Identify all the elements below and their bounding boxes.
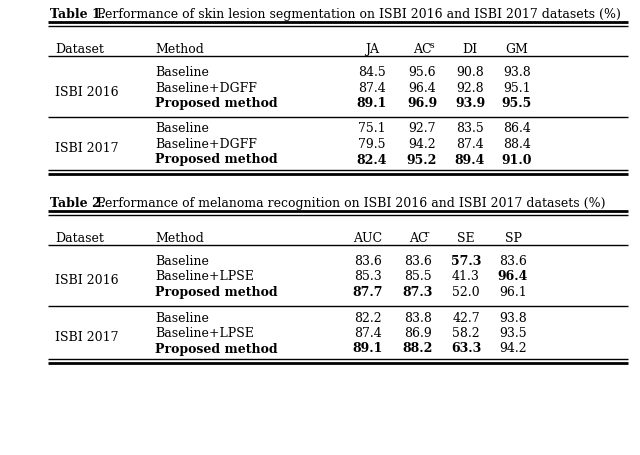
Text: 57.3: 57.3 bbox=[451, 254, 481, 268]
Text: 87.4: 87.4 bbox=[358, 81, 386, 94]
Text: Baseline: Baseline bbox=[155, 66, 209, 79]
Text: 52.0: 52.0 bbox=[452, 285, 480, 298]
Text: 96.4: 96.4 bbox=[498, 270, 528, 283]
Text: 88.2: 88.2 bbox=[403, 342, 433, 355]
Text: 90.8: 90.8 bbox=[456, 66, 484, 79]
Text: 83.6: 83.6 bbox=[499, 254, 527, 268]
Text: SP: SP bbox=[504, 232, 522, 244]
Text: Dataset: Dataset bbox=[55, 43, 104, 56]
Text: AC: AC bbox=[413, 43, 431, 56]
Text: 87.4: 87.4 bbox=[456, 138, 484, 151]
Text: 95.5: 95.5 bbox=[502, 97, 532, 110]
Text: 82.2: 82.2 bbox=[354, 311, 382, 324]
Text: 94.2: 94.2 bbox=[408, 138, 436, 151]
Text: AUC: AUC bbox=[353, 232, 383, 244]
Text: 83.5: 83.5 bbox=[456, 122, 484, 135]
Text: 95.6: 95.6 bbox=[408, 66, 436, 79]
Text: ISBI 2017: ISBI 2017 bbox=[55, 330, 118, 343]
Text: s: s bbox=[429, 41, 434, 50]
Text: 85.3: 85.3 bbox=[354, 270, 382, 283]
Text: Baseline: Baseline bbox=[155, 122, 209, 135]
Text: AC: AC bbox=[409, 232, 428, 244]
Text: Proposed method: Proposed method bbox=[155, 153, 278, 166]
Text: 87.3: 87.3 bbox=[403, 285, 433, 298]
Text: 63.3: 63.3 bbox=[451, 342, 481, 355]
Text: 88.4: 88.4 bbox=[503, 138, 531, 151]
Text: 95.1: 95.1 bbox=[503, 81, 531, 94]
Text: Table 1.: Table 1. bbox=[50, 8, 105, 21]
Text: r: r bbox=[425, 229, 429, 238]
Text: Performance of melanoma recognition on ISBI 2016 and ISBI 2017 datasets (%): Performance of melanoma recognition on I… bbox=[93, 197, 605, 210]
Text: ISBI 2016: ISBI 2016 bbox=[55, 274, 118, 287]
Text: Baseline+DGFF: Baseline+DGFF bbox=[155, 138, 257, 151]
Text: 85.5: 85.5 bbox=[404, 270, 432, 283]
Text: 89.1: 89.1 bbox=[357, 97, 387, 110]
Text: 83.6: 83.6 bbox=[404, 254, 432, 268]
Text: Baseline+LPSE: Baseline+LPSE bbox=[155, 270, 254, 283]
Text: 41.3: 41.3 bbox=[452, 270, 480, 283]
Text: 86.9: 86.9 bbox=[404, 326, 432, 339]
Text: Proposed method: Proposed method bbox=[155, 285, 278, 298]
Text: Table 2.: Table 2. bbox=[50, 197, 105, 210]
Text: 93.8: 93.8 bbox=[499, 311, 527, 324]
Text: 96.1: 96.1 bbox=[499, 285, 527, 298]
Text: 89.1: 89.1 bbox=[353, 342, 383, 355]
Text: 82.4: 82.4 bbox=[356, 153, 387, 166]
Text: 95.2: 95.2 bbox=[407, 153, 437, 166]
Text: Proposed method: Proposed method bbox=[155, 97, 278, 110]
Text: JA: JA bbox=[365, 43, 379, 56]
Text: Proposed method: Proposed method bbox=[155, 342, 278, 355]
Text: 93.9: 93.9 bbox=[455, 97, 485, 110]
Text: 42.7: 42.7 bbox=[452, 311, 480, 324]
Text: 93.5: 93.5 bbox=[499, 326, 527, 339]
Text: Method: Method bbox=[155, 43, 204, 56]
Text: Dataset: Dataset bbox=[55, 232, 104, 244]
Text: 96.4: 96.4 bbox=[408, 81, 436, 94]
Text: DI: DI bbox=[463, 43, 477, 56]
Text: 87.7: 87.7 bbox=[353, 285, 383, 298]
Text: Method: Method bbox=[155, 232, 204, 244]
Text: 79.5: 79.5 bbox=[358, 138, 386, 151]
Text: 58.2: 58.2 bbox=[452, 326, 480, 339]
Text: ISBI 2016: ISBI 2016 bbox=[55, 86, 118, 98]
Text: Performance of skin lesion segmentation on ISBI 2016 and ISBI 2017 datasets (%): Performance of skin lesion segmentation … bbox=[93, 8, 621, 21]
Text: SE: SE bbox=[457, 232, 475, 244]
Text: GM: GM bbox=[506, 43, 529, 56]
Text: 87.4: 87.4 bbox=[354, 326, 382, 339]
Text: Baseline+LPSE: Baseline+LPSE bbox=[155, 326, 254, 339]
Text: Baseline: Baseline bbox=[155, 311, 209, 324]
Text: 93.8: 93.8 bbox=[503, 66, 531, 79]
Text: 94.2: 94.2 bbox=[499, 342, 527, 355]
Text: 96.9: 96.9 bbox=[407, 97, 437, 110]
Text: 75.1: 75.1 bbox=[358, 122, 386, 135]
Text: 89.4: 89.4 bbox=[455, 153, 485, 166]
Text: Baseline+DGFF: Baseline+DGFF bbox=[155, 81, 257, 94]
Text: ISBI 2017: ISBI 2017 bbox=[55, 142, 118, 155]
Text: 91.0: 91.0 bbox=[502, 153, 532, 166]
Text: 92.8: 92.8 bbox=[456, 81, 484, 94]
Text: 86.4: 86.4 bbox=[503, 122, 531, 135]
Text: Baseline: Baseline bbox=[155, 254, 209, 268]
Text: 83.6: 83.6 bbox=[354, 254, 382, 268]
Text: 92.7: 92.7 bbox=[408, 122, 436, 135]
Text: 83.8: 83.8 bbox=[404, 311, 432, 324]
Text: 84.5: 84.5 bbox=[358, 66, 386, 79]
